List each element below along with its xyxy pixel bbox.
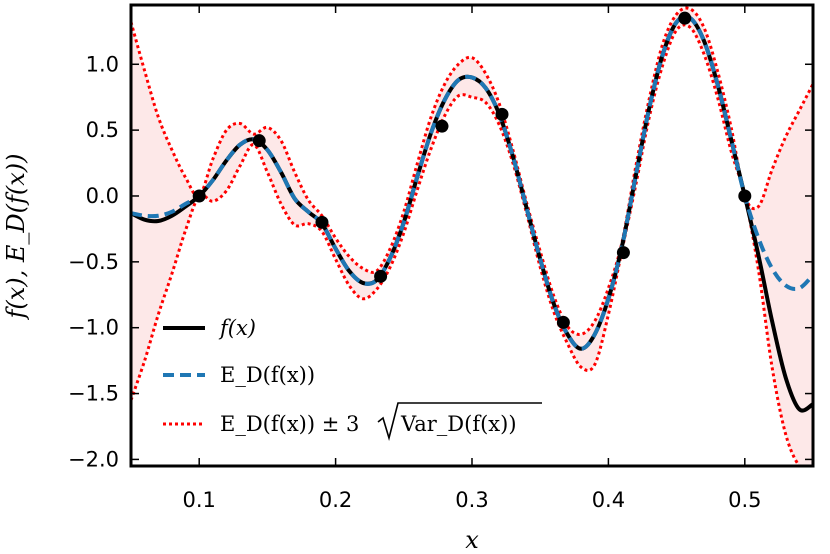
legend: f(x) E_D(f(x)) E_D(f(x)) ± 3 Var_D(f(x)) <box>163 316 542 441</box>
data-point <box>678 11 692 25</box>
legend-label-mean: E_D(f(x)) <box>220 363 315 387</box>
x-axis-label: x <box>465 526 479 554</box>
legend-label-band: E_D(f(x)) ± 3 <box>220 412 359 436</box>
y-tick-label: −0.5 <box>68 250 119 274</box>
y-tick-label: −1.5 <box>68 382 119 406</box>
data-point <box>738 189 752 203</box>
legend-label-sqrt-content: Var_D(f(x)) <box>400 412 517 436</box>
y-tick-label: −2.0 <box>68 447 119 471</box>
data-point <box>192 189 206 203</box>
data-point <box>616 246 630 260</box>
legend-label-f: f(x) <box>218 316 256 340</box>
y-tick-label: 1.0 <box>86 52 119 76</box>
data-point <box>374 269 388 283</box>
x-tick-label: 0.3 <box>455 488 488 512</box>
x-tick-label: 0.5 <box>728 488 761 512</box>
y-tick-label: 0.5 <box>86 118 119 142</box>
x-tick-label: 0.2 <box>319 488 352 512</box>
x-tick-label: 0.4 <box>592 488 625 512</box>
data-point <box>435 119 449 133</box>
y-axis-label: f(x), E_D(f(x)) <box>2 153 30 320</box>
series-line-mean <box>131 14 813 351</box>
y-tick-label: −1.0 <box>68 316 119 340</box>
upper-bound-line <box>131 6 813 336</box>
data-point <box>315 215 329 229</box>
legend-sqrt-sign <box>377 402 542 441</box>
data-point <box>252 134 266 148</box>
y-tick-label: 0.0 <box>86 184 119 208</box>
data-point <box>495 107 509 121</box>
lower-bound-line <box>131 23 802 466</box>
x-tick-label: 0.1 <box>182 488 215 512</box>
data-point <box>556 315 570 329</box>
